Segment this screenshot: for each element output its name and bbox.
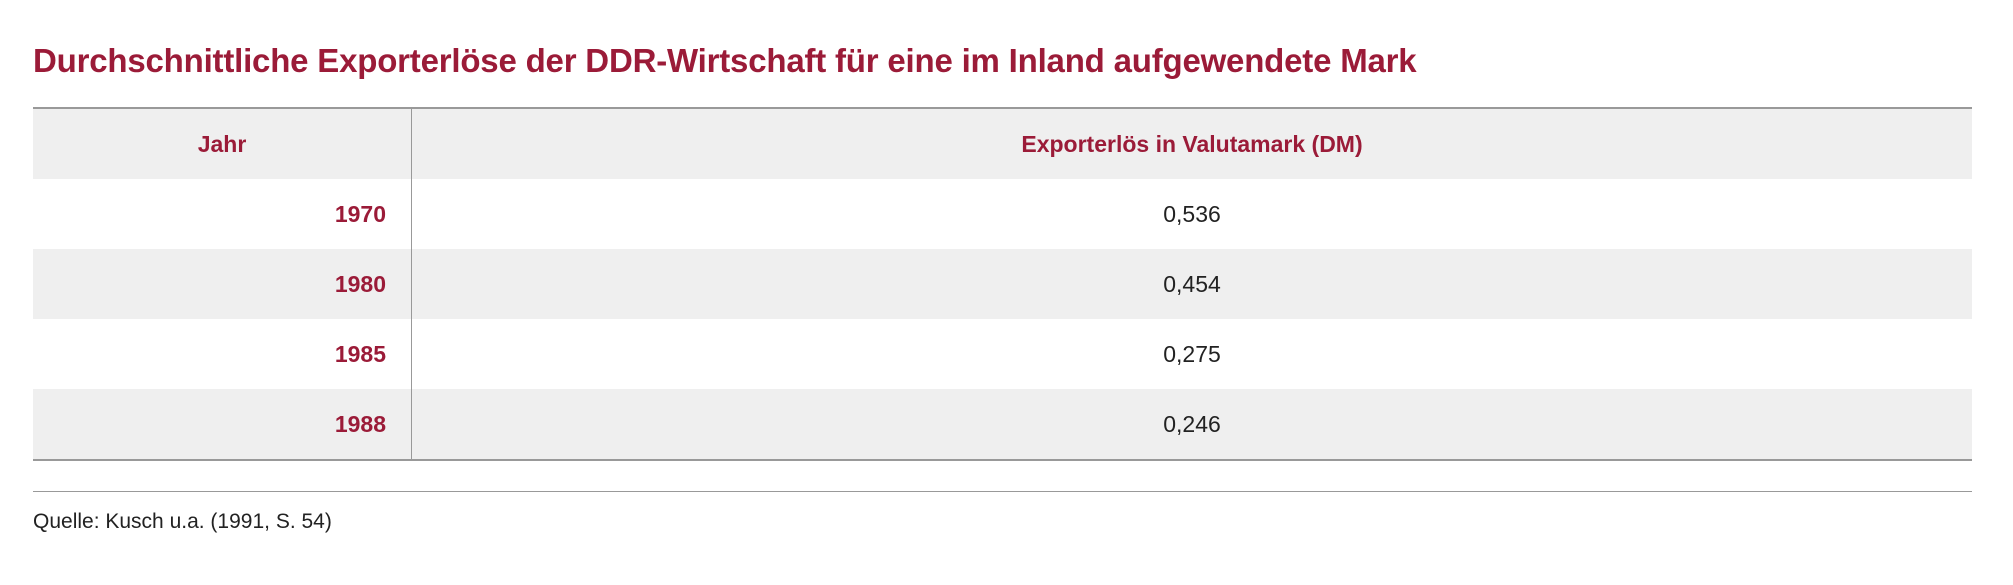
column-header: Exporterlös in Valutamark (DM) xyxy=(411,108,1972,179)
year-cell: 1988 xyxy=(33,389,412,460)
source-note: Quelle: Kusch u.a. (1991, S. 54) xyxy=(33,510,332,533)
title: Durchschnittliche Exporterlöse der DDR-W… xyxy=(33,42,1417,79)
year-cell: 1985 xyxy=(33,319,412,389)
header-row: Jahr Exporterlös in Valutamark (DM) xyxy=(33,108,1972,179)
table-row: 1988 0,246 xyxy=(33,389,1972,460)
table-body: 1970 0,536 1980 0,454 1985 0,275 1988 0,246 xyxy=(33,179,1972,460)
table-head: Jahr Exporterlös in Valutamark (DM) xyxy=(33,108,1972,179)
divider xyxy=(33,491,1972,492)
year-cell: 1970 xyxy=(33,179,412,249)
table-row: 1985 0,275 xyxy=(33,319,1972,389)
value-cell: 0,246 xyxy=(411,389,1972,460)
value-cell: 0,454 xyxy=(411,249,1972,319)
data-table: Jahr Exporterlös in Valutamark (DM) 1970 0… xyxy=(33,107,1972,461)
table-row: 1970 0,536 xyxy=(33,179,1972,249)
value-cell: 0,275 xyxy=(1163,340,1221,367)
table-row: 1980 0,454 xyxy=(33,249,1972,319)
year-cell: 1980 xyxy=(33,249,412,319)
column-header: Jahr xyxy=(33,108,412,179)
value-cell: 0,536 xyxy=(1163,200,1221,227)
